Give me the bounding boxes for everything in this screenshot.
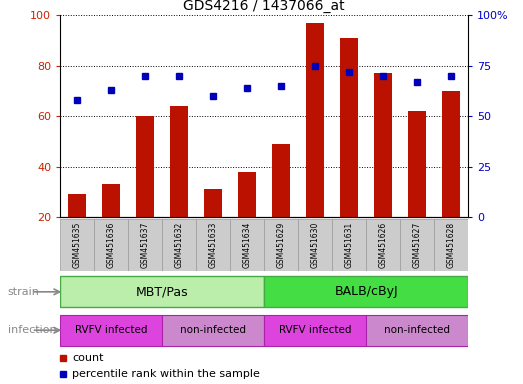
Bar [196, 219, 230, 271]
Bar [408, 111, 426, 217]
Bar [442, 91, 460, 217]
Bar [434, 219, 468, 271]
Text: GSM451626: GSM451626 [379, 222, 388, 268]
Bar [162, 315, 264, 346]
Bar [68, 194, 86, 217]
Bar [298, 219, 332, 271]
Bar [128, 219, 162, 271]
Bar [170, 106, 188, 217]
Bar [60, 219, 94, 271]
Bar [340, 38, 358, 217]
Bar [162, 219, 196, 271]
Text: GSM451628: GSM451628 [447, 222, 456, 268]
Bar [204, 189, 222, 217]
Text: GSM451630: GSM451630 [311, 222, 320, 268]
Bar [332, 219, 366, 271]
Text: GSM451627: GSM451627 [413, 222, 422, 268]
Bar [264, 315, 366, 346]
Text: GSM451634: GSM451634 [243, 222, 252, 268]
Text: GSM451633: GSM451633 [209, 222, 218, 268]
Bar [230, 219, 264, 271]
Text: GSM451632: GSM451632 [175, 222, 184, 268]
Text: non-infected: non-infected [384, 325, 450, 335]
Bar [366, 219, 400, 271]
Text: strain: strain [8, 287, 40, 297]
Title: GDS4216 / 1437066_at: GDS4216 / 1437066_at [183, 0, 345, 13]
Text: count: count [72, 353, 104, 362]
Text: GSM451635: GSM451635 [73, 222, 82, 268]
Bar [366, 315, 468, 346]
Bar [60, 276, 264, 307]
Bar [272, 144, 290, 217]
Bar [94, 219, 128, 271]
Text: GSM451629: GSM451629 [277, 222, 286, 268]
Text: percentile rank within the sample: percentile rank within the sample [72, 369, 260, 379]
Bar [136, 116, 154, 217]
Text: MBT/Pas: MBT/Pas [136, 285, 188, 298]
Bar [60, 315, 162, 346]
Bar [306, 23, 324, 217]
Bar [264, 219, 298, 271]
Text: RVFV infected: RVFV infected [279, 325, 351, 335]
Bar [374, 73, 392, 217]
Text: GSM451636: GSM451636 [107, 222, 116, 268]
Bar [102, 184, 120, 217]
Text: GSM451631: GSM451631 [345, 222, 354, 268]
Text: infection: infection [8, 325, 56, 335]
Bar [400, 219, 434, 271]
Text: GSM451637: GSM451637 [141, 222, 150, 268]
Text: RVFV infected: RVFV infected [75, 325, 147, 335]
Bar [238, 172, 256, 217]
Text: non-infected: non-infected [180, 325, 246, 335]
Bar [264, 276, 468, 307]
Text: BALB/cByJ: BALB/cByJ [334, 285, 398, 298]
